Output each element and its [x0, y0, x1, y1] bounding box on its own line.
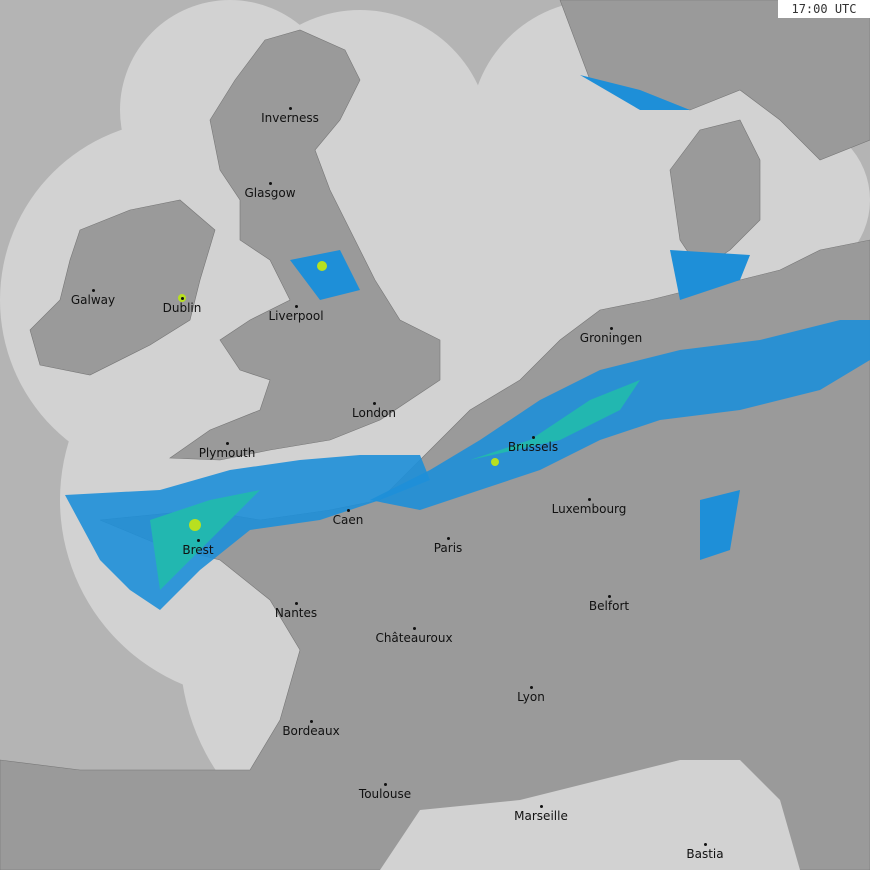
city-label: Plymouth — [198, 446, 256, 460]
city-label: Bastia — [686, 847, 724, 861]
city-label: Glasgow — [244, 186, 296, 200]
city-label: Paris — [433, 541, 463, 555]
city-marker — [289, 107, 292, 110]
city-marker — [310, 720, 313, 723]
city-marker — [269, 182, 272, 185]
rain-band-brittany — [65, 455, 430, 610]
city-marker — [532, 436, 535, 439]
city-label: Groningen — [579, 331, 643, 345]
city-marker — [608, 595, 611, 598]
city-label: Luxembourg — [551, 502, 627, 516]
city-marker — [197, 539, 200, 542]
city-label: Lyon — [517, 690, 545, 704]
city-marker — [610, 327, 613, 330]
city-marker — [704, 843, 707, 846]
city-label: Bordeaux — [282, 724, 340, 738]
city-label: Brussels — [507, 440, 559, 454]
city-label: Brest — [182, 543, 214, 557]
city-label: Marseille — [514, 809, 568, 823]
rain-echoes — [65, 75, 870, 610]
city-label: Galway — [70, 293, 116, 307]
ireland — [29, 199, 216, 376]
city-marker — [373, 402, 376, 405]
great-britain — [169, 29, 441, 461]
city-marker — [530, 686, 533, 689]
city-marker — [181, 297, 184, 300]
sea-mediterranean — [380, 760, 800, 870]
city-label: Caen — [332, 513, 364, 527]
city-label: Toulouse — [358, 787, 412, 801]
city-label: Inverness — [261, 111, 319, 125]
denmark — [669, 119, 761, 271]
city-marker — [92, 289, 95, 292]
city-label: Châteauroux — [375, 631, 453, 645]
city-label: Liverpool — [268, 309, 324, 323]
city-marker — [347, 509, 350, 512]
city-label: Nantes — [274, 606, 318, 620]
city-marker — [384, 783, 387, 786]
city-label: Belfort — [588, 599, 630, 613]
city-marker — [295, 602, 298, 605]
city-marker — [447, 537, 450, 540]
city-marker — [588, 498, 591, 501]
city-label: London — [352, 406, 396, 420]
city-marker — [295, 305, 298, 308]
timestamp-label: 17:00 UTC — [778, 0, 870, 18]
city-marker — [540, 805, 543, 808]
city-marker — [226, 442, 229, 445]
city-marker — [413, 627, 416, 630]
city-label: Dublin — [162, 301, 202, 315]
